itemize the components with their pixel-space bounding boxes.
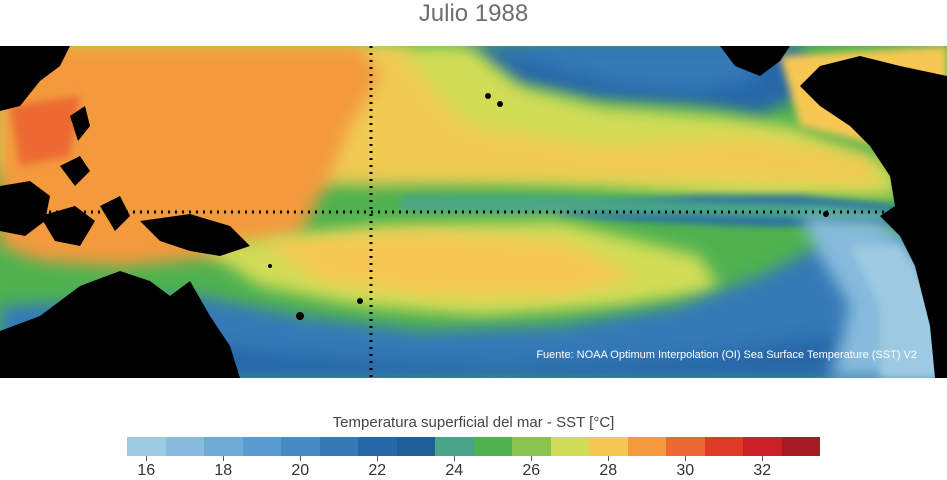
colorbar-swatch [666, 437, 705, 456]
colorbar [127, 437, 820, 456]
colorbar-tick-label: 24 [445, 462, 464, 479]
colorbar-swatch [242, 437, 281, 456]
colorbar-tick-mark [377, 456, 379, 461]
colorbar-swatch [319, 437, 358, 456]
sst-map [0, 46, 947, 378]
colorbar-tick-label: 30 [676, 462, 695, 479]
colorbar-tick-mark [454, 456, 456, 461]
colorbar-swatch [743, 437, 782, 456]
colorbar-tick-mark [146, 456, 148, 461]
colorbar-swatch [781, 437, 820, 456]
colorbar-swatch [704, 437, 743, 456]
colorbar-swatch [512, 437, 551, 456]
colorbar-tick-label: 22 [368, 462, 387, 479]
colorbar-title: Temperatura superficial del mar - SST [°… [332, 414, 615, 431]
colorbar-tick-mark [685, 456, 687, 461]
colorbar-swatch [358, 437, 397, 456]
colorbar-ticks: 16 18 20 22 24 26 28 30 32 [127, 456, 820, 480]
colorbar-swatch [127, 437, 166, 456]
colorbar-swatch [627, 437, 666, 456]
colorbar-tick-label: 28 [599, 462, 618, 479]
colorbar-tick-mark [608, 456, 610, 461]
colorbar-swatch [473, 437, 512, 456]
colorbar-swatch [281, 437, 320, 456]
colorbar-swatch [396, 437, 435, 456]
colorbar-tick-label: 26 [522, 462, 541, 479]
colorbar-tick-label: 20 [291, 462, 310, 479]
colorbar-tick-mark [762, 456, 764, 461]
colorbar-tick-mark [531, 456, 533, 461]
colorbar-swatch [435, 437, 474, 456]
colorbar-tick-label: 16 [137, 462, 156, 479]
colorbar-tick-mark [300, 456, 302, 461]
colorbar-tick-label: 32 [753, 462, 772, 479]
colorbar-tick-label: 18 [214, 462, 233, 479]
colorbar-tick-mark [223, 456, 225, 461]
colorbar-swatch [204, 437, 243, 456]
land-masses [0, 46, 947, 378]
colorbar-swatch [165, 437, 204, 456]
source-credit: Fuente: NOAA Optimum Interpolation (OI) … [536, 349, 917, 361]
colorbar-swatch [550, 437, 589, 456]
colorbar-swatch [589, 437, 628, 456]
map-title: Julio 1988 [418, 0, 529, 27]
